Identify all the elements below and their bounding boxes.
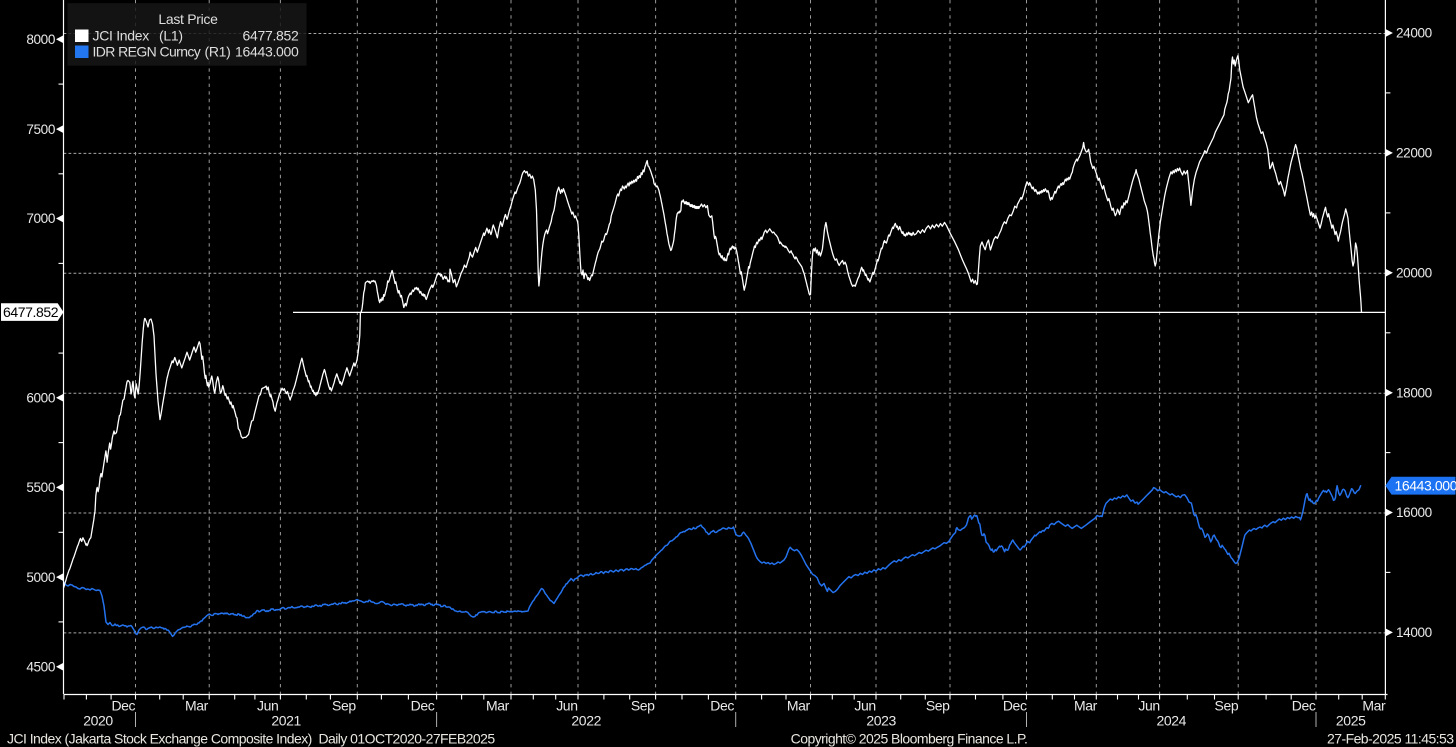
svg-text:8000: 8000 bbox=[26, 32, 55, 47]
svg-text:Mar: Mar bbox=[787, 698, 811, 714]
svg-text:IDR REGN Curncy: IDR REGN Curncy bbox=[93, 43, 201, 59]
svg-text:Jun: Jun bbox=[257, 698, 278, 714]
svg-text:Mar: Mar bbox=[185, 698, 209, 714]
svg-text:Sep: Sep bbox=[631, 698, 655, 714]
svg-text:14000: 14000 bbox=[1396, 625, 1433, 640]
svg-text:Dec: Dec bbox=[111, 698, 135, 714]
svg-text:Dec: Dec bbox=[411, 698, 435, 714]
svg-text:22000: 22000 bbox=[1396, 146, 1433, 161]
svg-text:Mar: Mar bbox=[486, 698, 510, 714]
svg-text:16443.000: 16443.000 bbox=[235, 43, 299, 59]
svg-text:Dec: Dec bbox=[1003, 698, 1027, 714]
svg-text:24000: 24000 bbox=[1396, 26, 1433, 41]
svg-text:7500: 7500 bbox=[26, 122, 55, 137]
svg-text:Sep: Sep bbox=[926, 698, 950, 714]
svg-text:2024: 2024 bbox=[1157, 713, 1187, 729]
svg-text:6000: 6000 bbox=[26, 391, 55, 406]
svg-text:Sep: Sep bbox=[1215, 698, 1239, 714]
svg-text:16000: 16000 bbox=[1396, 505, 1433, 520]
svg-text:Sep: Sep bbox=[332, 698, 356, 714]
svg-text:5500: 5500 bbox=[26, 480, 55, 495]
svg-text:(L1): (L1) bbox=[159, 27, 183, 43]
svg-text:Jun: Jun bbox=[556, 698, 577, 714]
svg-text:Jun: Jun bbox=[854, 698, 875, 714]
svg-text:2020: 2020 bbox=[83, 713, 113, 729]
svg-text:2022: 2022 bbox=[571, 713, 601, 729]
svg-text:Dec: Dec bbox=[710, 698, 734, 714]
svg-text:Last Price: Last Price bbox=[158, 11, 218, 27]
svg-text:4500: 4500 bbox=[26, 660, 55, 675]
svg-text:2021: 2021 bbox=[271, 713, 301, 729]
svg-text:(R1): (R1) bbox=[205, 43, 231, 59]
svg-text:2025: 2025 bbox=[1336, 713, 1366, 729]
svg-text:18000: 18000 bbox=[1396, 385, 1433, 400]
svg-text:5000: 5000 bbox=[26, 570, 55, 585]
svg-text:JCI Index: JCI Index bbox=[93, 27, 150, 43]
svg-text:6477.852: 6477.852 bbox=[243, 27, 300, 43]
svg-text:2023: 2023 bbox=[866, 713, 896, 729]
svg-text:6477.852: 6477.852 bbox=[3, 304, 59, 320]
svg-text:Mar: Mar bbox=[1074, 698, 1098, 714]
svg-text:Copyright© 2025 Bloomberg Fina: Copyright© 2025 Bloomberg Finance L.P. bbox=[791, 731, 1028, 747]
svg-text:16443.000: 16443.000 bbox=[1395, 477, 1456, 493]
svg-text:Jun: Jun bbox=[1138, 698, 1159, 714]
svg-text:JCI Index (Jakarta Stock Excha: JCI Index (Jakarta Stock Exchange Compos… bbox=[7, 731, 495, 747]
svg-text:Dec: Dec bbox=[1292, 698, 1316, 714]
svg-text:Mar: Mar bbox=[1362, 698, 1386, 714]
svg-text:27-Feb-2025 11:45:53: 27-Feb-2025 11:45:53 bbox=[1327, 731, 1454, 747]
svg-text:20000: 20000 bbox=[1396, 266, 1433, 281]
svg-text:7000: 7000 bbox=[26, 211, 55, 226]
